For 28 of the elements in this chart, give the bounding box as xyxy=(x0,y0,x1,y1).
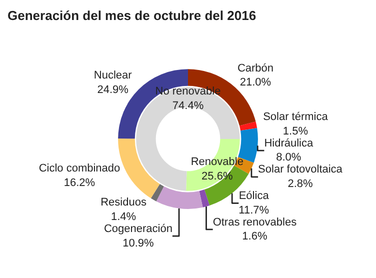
slice-label: Ciclo combinado xyxy=(38,162,120,175)
data-label: 2.8% xyxy=(288,178,313,190)
data-label: 8.0% xyxy=(276,152,302,164)
donut-slice xyxy=(199,190,210,208)
data-label: 1.6% xyxy=(242,230,268,243)
donut-slice xyxy=(118,138,160,198)
slice-label: Solar térmica xyxy=(263,111,329,124)
slice-label: Residuos xyxy=(100,196,147,209)
chart-title: Generación del mes de octubre del 2016 xyxy=(8,8,256,24)
data-label: 10.9% xyxy=(122,237,154,250)
slice-label: Cogeneración xyxy=(104,222,172,235)
donut-slice xyxy=(150,184,164,202)
data-label: 16.2% xyxy=(64,176,96,189)
slice-label: Otras renovables xyxy=(212,216,298,228)
donut-slice xyxy=(156,186,203,209)
slice-label: Hidráulica xyxy=(264,137,314,150)
slice-label: Eólica xyxy=(238,190,270,202)
data-label: 24.9% xyxy=(97,84,129,96)
slice-label: Carbón xyxy=(237,62,274,74)
slice-label: Nuclear xyxy=(94,70,132,82)
data-label: 74.4% xyxy=(172,100,204,112)
data-label: 25.6% xyxy=(202,170,233,182)
donut-slice xyxy=(239,122,258,131)
data-label: 1.5% xyxy=(282,125,308,138)
data-label: 11.7% xyxy=(238,204,270,216)
slice-label: Solar fotovoltaica xyxy=(258,164,344,176)
data-label: 1.4% xyxy=(111,210,136,223)
data-label: 21.0% xyxy=(240,76,272,89)
